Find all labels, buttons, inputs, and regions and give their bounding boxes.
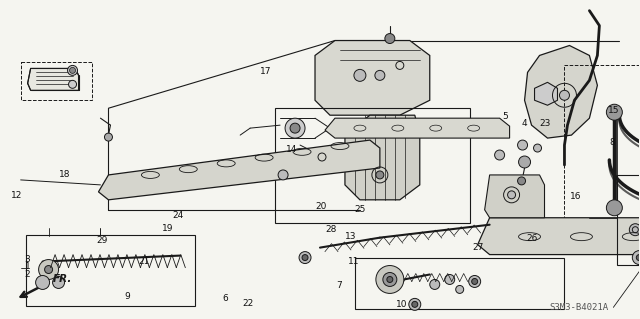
- Circle shape: [495, 150, 504, 160]
- Text: 24: 24: [173, 211, 184, 219]
- Text: FR.: FR.: [52, 274, 72, 285]
- Circle shape: [412, 301, 418, 307]
- Circle shape: [629, 224, 640, 236]
- Polygon shape: [28, 68, 79, 90]
- Circle shape: [354, 70, 366, 81]
- Text: 1: 1: [25, 262, 30, 271]
- Circle shape: [445, 274, 454, 285]
- Polygon shape: [99, 140, 380, 200]
- Polygon shape: [325, 118, 509, 138]
- Circle shape: [632, 251, 640, 264]
- Circle shape: [387, 277, 393, 282]
- Bar: [275, 108, 470, 223]
- Circle shape: [375, 70, 385, 80]
- Polygon shape: [477, 218, 640, 255]
- Text: 8: 8: [610, 138, 615, 147]
- Bar: [618, 175, 640, 264]
- Text: 12: 12: [11, 190, 22, 200]
- Text: 18: 18: [59, 170, 70, 179]
- Text: 14: 14: [285, 145, 297, 154]
- Text: 22: 22: [243, 299, 254, 308]
- Text: 2: 2: [25, 270, 30, 279]
- Text: 21: 21: [139, 257, 150, 266]
- Circle shape: [518, 140, 527, 150]
- Bar: [20, 63, 93, 100]
- Circle shape: [285, 118, 305, 138]
- Circle shape: [472, 278, 477, 285]
- Circle shape: [409, 298, 420, 310]
- Text: 16: 16: [570, 192, 581, 202]
- Polygon shape: [315, 41, 430, 115]
- Circle shape: [385, 33, 395, 43]
- Circle shape: [52, 277, 65, 288]
- Circle shape: [290, 123, 300, 133]
- Text: 19: 19: [163, 224, 174, 233]
- Circle shape: [68, 65, 77, 75]
- Polygon shape: [534, 82, 557, 105]
- Bar: [355, 257, 564, 309]
- Text: 9: 9: [124, 292, 130, 301]
- Circle shape: [299, 252, 311, 263]
- Text: 17: 17: [260, 67, 271, 76]
- Circle shape: [430, 279, 440, 289]
- Text: 27: 27: [473, 243, 484, 252]
- Polygon shape: [525, 46, 597, 138]
- Text: 25: 25: [354, 205, 365, 214]
- Text: 5: 5: [502, 112, 508, 121]
- Text: 15: 15: [608, 106, 620, 115]
- Circle shape: [376, 265, 404, 293]
- Text: 28: 28: [326, 225, 337, 234]
- Text: 26: 26: [526, 234, 538, 243]
- Text: 23: 23: [539, 119, 550, 129]
- Circle shape: [518, 156, 531, 168]
- Text: 6: 6: [223, 294, 228, 303]
- Circle shape: [636, 255, 640, 261]
- Circle shape: [534, 144, 541, 152]
- Bar: [564, 65, 640, 225]
- Bar: [26, 235, 195, 306]
- Text: 4: 4: [522, 119, 527, 129]
- Circle shape: [38, 260, 59, 279]
- Circle shape: [383, 272, 397, 286]
- Circle shape: [518, 177, 525, 185]
- Text: 13: 13: [345, 232, 356, 241]
- Circle shape: [508, 191, 516, 199]
- Circle shape: [468, 276, 481, 287]
- Circle shape: [302, 255, 308, 261]
- Circle shape: [376, 171, 384, 179]
- Polygon shape: [345, 115, 420, 200]
- Text: 10: 10: [396, 300, 408, 309]
- Text: 20: 20: [316, 202, 327, 211]
- Text: 11: 11: [348, 257, 359, 266]
- Text: 7: 7: [336, 281, 342, 290]
- Polygon shape: [484, 175, 545, 218]
- Circle shape: [104, 133, 113, 141]
- Text: 29: 29: [96, 236, 108, 245]
- Circle shape: [45, 265, 52, 273]
- Circle shape: [278, 170, 288, 180]
- Circle shape: [606, 200, 622, 216]
- Text: 3: 3: [25, 255, 30, 264]
- Circle shape: [606, 104, 622, 120]
- Circle shape: [36, 276, 49, 289]
- Circle shape: [68, 80, 77, 88]
- Text: S3M3-B4021A: S3M3-B4021A: [550, 303, 609, 312]
- Circle shape: [456, 286, 464, 293]
- Circle shape: [70, 67, 76, 73]
- Circle shape: [559, 90, 570, 100]
